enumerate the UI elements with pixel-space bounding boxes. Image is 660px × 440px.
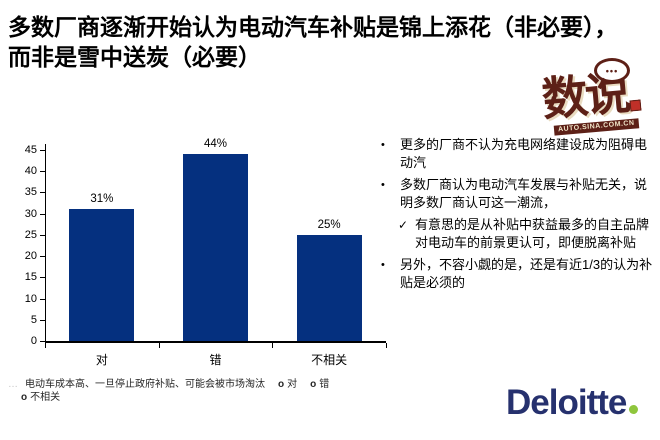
bar-value-label: 25% [317, 218, 341, 231]
radio-option-icon: o [310, 379, 317, 390]
bullet-text: 多数厂商认为电动汽车发展与补贴无关，说明多数厂商认可这一潮流， [400, 177, 648, 210]
x-axis-category-label: 错 [209, 353, 222, 367]
chip-decoration [629, 99, 642, 112]
y-axis-tick [40, 234, 45, 236]
survey-question-legend: … 电动车成本高、一旦停止政府补贴、可能会被市场淘汰 o 对 o 错o 不相关 [8, 378, 368, 404]
survey-option: o 不相关 [21, 392, 60, 403]
y-axis-tick [40, 256, 45, 258]
bar-chart: 0 5 10 15 20 25 30 35 40 45 31% 对 44% 错 25% 不相关 [0, 138, 394, 378]
y-axis-tick-label: 15 [24, 271, 37, 284]
radio-option-icon: o [21, 392, 28, 403]
survey-option-label: 不相关 [30, 392, 61, 403]
bar [183, 154, 248, 341]
x-axis-tick [272, 343, 274, 348]
y-axis-tick-label: 35 [24, 186, 37, 199]
y-axis-tick-label: 45 [24, 144, 37, 156]
page-title-line-1: 多数厂商逐渐开始认为电动汽车补贴是锦上添花（非必要）， [8, 14, 618, 40]
x-axis-tick [45, 343, 46, 348]
insight-bullet-list: • 更多的厂商不认为充电网络建设成为阻碍电动汽 • 多数厂商认为电动汽车发展与补贴无关… [381, 136, 658, 296]
y-axis-tick [40, 192, 45, 194]
y-axis-tick-label: 25 [24, 228, 37, 241]
speech-bubble-dots: ••• [605, 65, 619, 76]
bar-value-label: 31% [90, 193, 114, 206]
checkmark-icon: ✓ [398, 218, 409, 232]
bar-value-label: 44% [203, 138, 228, 151]
bullet-text: 有意思的是从补贴中获益最多的自主品牌对电动车的前景更认可，即便脱离补贴 [415, 217, 650, 250]
y-axis-tick [40, 298, 45, 300]
y-axis-tick [40, 171, 45, 173]
bullet-icon: • [381, 139, 385, 151]
x-axis-line [45, 341, 386, 343]
bullet-item: • 多数厂商认为电动汽车发展与补贴无关，说明多数厂商认可这一潮流， [381, 176, 658, 212]
y-axis-tick [40, 341, 45, 342]
x-axis-tick [386, 343, 387, 348]
bar [69, 209, 135, 341]
deloitte-green-dot-icon [629, 405, 639, 414]
survey-option-label: 错 [319, 379, 330, 390]
y-axis-tick-label: 10 [24, 292, 37, 305]
y-axis-tick-label: 40 [24, 165, 37, 178]
sub-bullet-item: ✓ 有意思的是从补贴中获益最多的自主品牌对电动车的前景更认可，即便脱离补贴 [398, 216, 658, 252]
survey-question-text: 电动车成本高、一旦停止政府补贴、可能会被市场淘汰 [25, 379, 265, 390]
bullet-item: • 更多的厂商不认为充电网络建设成为阻碍电动汽 [381, 136, 658, 172]
footnote-prefix: … [8, 379, 19, 390]
bullet-item: • 另外，不容小觑的是，还是有近1/3的认为补贴是必须的 [381, 256, 658, 292]
bullet-text: 另外，不容小觑的是，还是有近1/3的认为补贴是必须的 [400, 257, 653, 290]
y-axis-tick [40, 319, 45, 321]
deloitte-wordmark: Deloitte [506, 383, 627, 422]
y-axis-tick [40, 213, 45, 215]
bullet-icon: • [381, 259, 385, 271]
deloitte-logo: Deloitte [506, 383, 639, 423]
y-axis-tick-label: 0 [30, 335, 37, 347]
y-axis-line [45, 144, 46, 342]
y-axis-tick-label: 20 [24, 250, 37, 263]
page-title-line-2: 而非是雪中送炭（必要） [8, 44, 261, 70]
bullet-icon: • [381, 179, 385, 191]
bar [296, 234, 362, 341]
speech-bubble-icon: ••• [594, 58, 630, 83]
bullet-text: 更多的厂商不认为充电网络建设成为阻碍电动汽 [400, 137, 648, 170]
y-axis-tick-label: 30 [24, 207, 37, 220]
y-axis-tick-label: 5 [30, 313, 37, 326]
radio-option-icon: o [278, 379, 285, 390]
shuoshuo-sina-auto-logo: ••• 数说 AUTO.SINA.COM.CN [540, 58, 654, 140]
page-title: 多数厂商逐渐开始认为电动汽车补贴是锦上添花（非必要）， 而非是雪中送炭（必要） [8, 12, 660, 72]
x-axis-category-label: 对 [95, 353, 108, 367]
x-axis-tick [158, 343, 160, 348]
y-axis-tick [40, 150, 45, 151]
survey-option-label: 对 [287, 379, 298, 390]
y-axis-tick [40, 277, 45, 279]
x-axis-category-label: 不相关 [311, 353, 348, 367]
